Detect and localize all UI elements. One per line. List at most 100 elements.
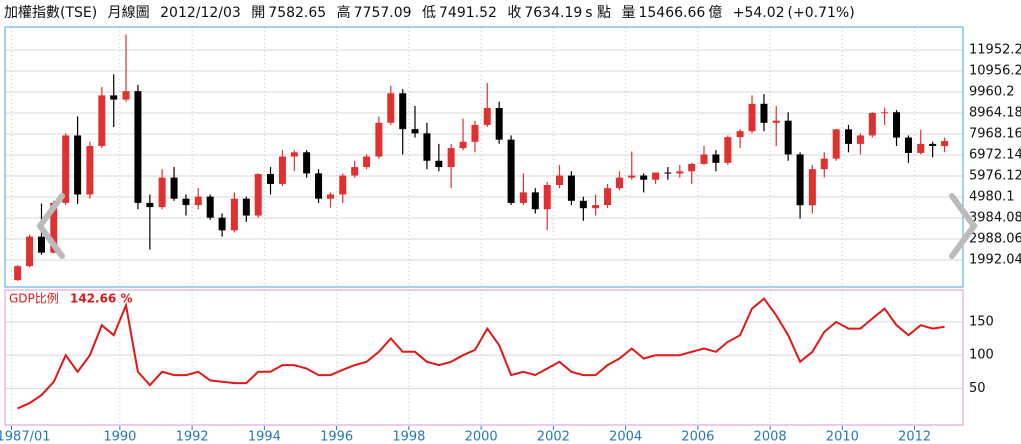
candle-body: [917, 143, 925, 153]
candle-body: [712, 154, 720, 163]
high: 7757.09: [353, 5, 412, 21]
candle-body: [628, 175, 636, 178]
candle-body: [206, 196, 214, 218]
close-label: 收: [507, 5, 522, 21]
candle-body: [893, 112, 901, 138]
x-tick-label: 1987/01: [0, 430, 51, 444]
candle-body: [170, 177, 178, 199]
candle-body: [339, 175, 347, 195]
candle-body: [688, 163, 696, 172]
candle-body: [435, 160, 443, 168]
candle-body: [411, 129, 419, 134]
candle-body: [194, 196, 202, 206]
y-tick-label: 3984.08: [969, 211, 1021, 226]
x-tick-label: 1990: [103, 430, 136, 444]
x-tick-label: 1994: [248, 430, 281, 444]
candle-body: [50, 202, 58, 253]
panel-border: [4, 289, 964, 426]
x-tick-label: 2008: [754, 430, 787, 444]
volume-label: 量: [621, 5, 636, 21]
candle-body: [14, 266, 22, 281]
candle-body: [62, 135, 70, 203]
x-tick-label: 2004: [609, 430, 642, 444]
candle-body: [856, 135, 864, 144]
next-arrow[interactable]: [949, 193, 978, 259]
panel-border: [4, 26, 964, 288]
candle-body: [941, 141, 949, 146]
change-pct: (+0.71%): [787, 5, 855, 21]
candle-body: [604, 188, 612, 206]
prev-arrow[interactable]: [36, 193, 65, 259]
volume-unit: 億: [708, 5, 723, 21]
x-tick-label: 1996: [320, 430, 353, 444]
candle-body: [290, 152, 298, 157]
candle-body: [676, 171, 684, 174]
candle-body: [146, 202, 154, 208]
y-tick-label: 10956.2: [969, 64, 1021, 79]
y-tick-label: 150: [969, 314, 994, 329]
candle-body: [495, 108, 503, 140]
current-value: 142.66 %: [70, 292, 133, 306]
x-tick-label: 1992: [176, 430, 209, 444]
candle-body: [664, 172, 672, 174]
candle-body: [26, 236, 34, 267]
candle-body: [242, 198, 250, 216]
candle-body: [447, 148, 455, 168]
open: 7582.65: [268, 5, 327, 21]
candle-body: [230, 198, 238, 231]
candle-body: [37, 236, 45, 253]
x-tick-label: 2006: [681, 430, 714, 444]
candle-body: [820, 158, 828, 170]
candle-body: [615, 177, 623, 189]
candle-body: [531, 192, 539, 210]
candle-body: [363, 156, 371, 168]
candle-body: [471, 124, 479, 142]
candle-body: [98, 95, 106, 146]
open-label: 開: [251, 5, 266, 21]
candle-body: [929, 143, 937, 146]
candle-body: [579, 200, 587, 209]
candle-body: [423, 133, 431, 161]
index-name: 加權指數(TSE): [4, 5, 98, 21]
y-tick-label: 7968.16: [969, 127, 1021, 142]
candle-body: [772, 120, 780, 123]
candle-body: [592, 205, 600, 209]
candle-body: [748, 103, 756, 132]
x-tick-label: 2000: [465, 430, 498, 444]
candle-body: [507, 139, 515, 203]
gdp-line: [17, 297, 945, 410]
candle-body: [555, 175, 563, 185]
candle-body: [182, 198, 190, 206]
candle-body: [459, 141, 467, 149]
y-tick-label: 100: [969, 348, 994, 363]
y-tick-label: 6972.14: [969, 148, 1021, 163]
x-tick-label: 2012: [898, 430, 931, 444]
y-tick-label: 2988.06: [969, 232, 1021, 247]
y-tick-label: 11952.2: [969, 42, 1021, 57]
x-tick-label: 1998: [392, 430, 425, 444]
candle-body: [387, 93, 395, 123]
candle-body: [652, 172, 660, 180]
close: 7634.19: [524, 5, 583, 21]
candle-body: [86, 145, 94, 195]
y-tick-label: 8964.18: [969, 106, 1021, 121]
date: 2012/12/03: [160, 5, 241, 21]
candle-body: [218, 217, 226, 231]
candle-body: [351, 167, 359, 176]
y-tick-label: 1992.04: [969, 253, 1021, 268]
candle-body: [881, 112, 889, 114]
panel-title: GDP比例: [9, 292, 59, 306]
candle-body: [904, 137, 912, 153]
candle-body: [375, 122, 383, 157]
y-tick-label: 5976.12: [969, 169, 1021, 184]
close-unit: s 點: [585, 5, 612, 21]
candle-body: [700, 154, 708, 164]
y-tick-label: 9960.2: [969, 85, 1015, 100]
candle-body: [808, 169, 816, 206]
candle-body: [303, 152, 311, 174]
y-tick-label: 50: [969, 381, 986, 396]
candle-body: [736, 131, 744, 138]
candle-body: [543, 184, 551, 210]
candle-body: [868, 112, 876, 136]
